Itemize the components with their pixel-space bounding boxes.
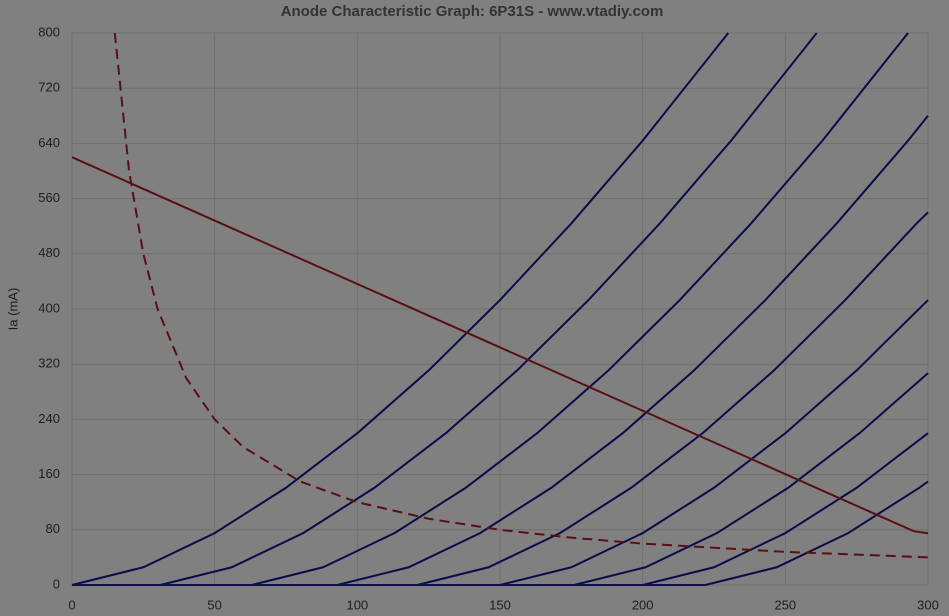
y-tick-label: 800: [38, 24, 60, 39]
curve: [113, 32, 929, 559]
y-tick-label: 640: [38, 135, 60, 150]
x-tick-label: 200: [632, 597, 654, 612]
curve: [72, 115, 929, 586]
y-axis-label: Ia (mA): [5, 288, 20, 331]
curve: [72, 211, 929, 586]
x-tick-label: 100: [346, 597, 368, 612]
x-tick-label: 50: [207, 597, 221, 612]
y-tick-label: 320: [38, 356, 60, 371]
curve: [72, 32, 909, 586]
x-tick-label: 250: [774, 597, 796, 612]
curve: [71, 156, 929, 535]
chart-title: Anode Characteristic Graph: 6P31S - www.…: [281, 3, 664, 20]
y-tick-label: 560: [38, 190, 60, 205]
y-tick-label: 240: [38, 411, 60, 426]
y-tick-label: 0: [53, 576, 60, 591]
y-tick-label: 480: [38, 245, 60, 260]
curve: [72, 32, 818, 586]
x-tick-label: 0: [68, 597, 75, 612]
x-tick-label: 300: [917, 597, 939, 612]
curve: [72, 299, 929, 586]
y-tick-label: 720: [38, 80, 60, 95]
y-tick-label: 160: [38, 466, 60, 481]
curve: [72, 480, 929, 586]
y-tick-label: 400: [38, 300, 60, 315]
y-tick-label: 80: [46, 521, 60, 536]
x-tick-label: 150: [489, 597, 511, 612]
curve: [71, 32, 730, 586]
